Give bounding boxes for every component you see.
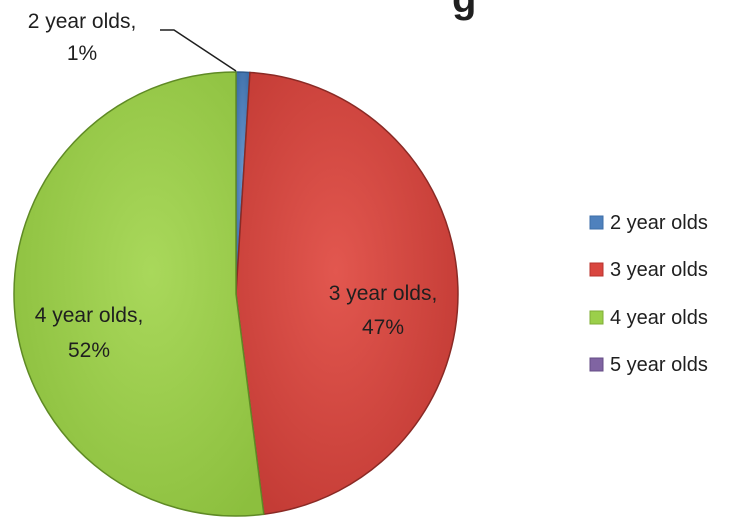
- legend-label-5-year-olds: 5 year olds: [610, 354, 708, 376]
- data-label-2-year-olds-value: 1%: [67, 42, 97, 65]
- pie-slice-3-year-olds: [235, 71, 459, 516]
- data-label-3-year-olds-name: 3 year olds,: [329, 282, 438, 305]
- data-label-3-year-olds-value: 47%: [362, 316, 404, 339]
- legend-label-4-year-olds: 4 year olds: [610, 307, 708, 329]
- legend-swatch-5-year-olds: [589, 357, 604, 372]
- legend-label-2-year-olds: 2 year olds: [610, 212, 708, 234]
- data-label-2-year-olds: 2 year olds, 1%: [28, 10, 137, 65]
- legend-item-2-year-olds: 2 year olds: [589, 212, 708, 234]
- legend-item-4-year-olds: 4 year olds: [589, 307, 708, 329]
- chart-title-fragment: g: [452, 0, 476, 21]
- legend-item-5-year-olds: 5 year olds: [589, 354, 708, 376]
- legend: 2 year olds 3 year olds 4 year olds 5 ye…: [589, 212, 708, 376]
- data-label-4-year-olds-value: 52%: [68, 339, 110, 362]
- legend-swatch-3-year-olds: [589, 262, 604, 277]
- leader-line-2-year-olds: [160, 29, 237, 72]
- legend-label-3-year-olds: 3 year olds: [610, 259, 708, 281]
- data-label-3-year-olds: 3 year olds, 47%: [329, 282, 438, 339]
- pie-slices: [13, 71, 459, 517]
- pie-slice-4-year-olds: [13, 71, 265, 517]
- data-label-2-year-olds-name: 2 year olds,: [28, 10, 137, 33]
- legend-item-3-year-olds: 3 year olds: [589, 259, 708, 281]
- legend-swatch-4-year-olds: [589, 310, 604, 325]
- legend-swatch-2-year-olds: [589, 215, 604, 230]
- data-label-4-year-olds-name: 4 year olds,: [35, 304, 144, 327]
- data-label-4-year-olds: 4 year olds, 52%: [35, 304, 144, 362]
